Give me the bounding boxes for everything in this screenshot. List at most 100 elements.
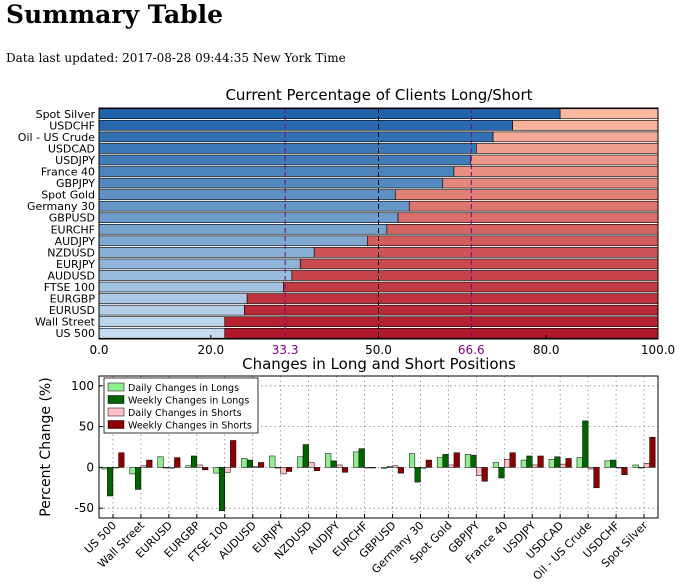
category-label: USDJPY bbox=[55, 154, 95, 167]
bar-weekly-changes-in-longs-gbpusd bbox=[386, 466, 393, 468]
bar-weekly-changes-in-shorts-wall-street bbox=[146, 459, 153, 468]
short-bar-gbpjpy bbox=[442, 177, 659, 189]
bar-daily-changes-in-longs-eurjpy bbox=[269, 455, 276, 468]
x-tick-label: 50.0 bbox=[365, 343, 392, 357]
category-label: Wall Street bbox=[35, 316, 96, 329]
legend-label: Weekly Changes in Shorts bbox=[128, 421, 252, 432]
legend-label: Daily Changes in Shorts bbox=[128, 408, 242, 419]
category-label: EURCHF bbox=[51, 223, 95, 236]
short-bar-audusd bbox=[291, 270, 659, 281]
bar-weekly-changes-in-longs-usdjpy bbox=[526, 455, 533, 468]
bar-daily-changes-in-shorts-gbpjpy bbox=[476, 467, 483, 476]
bar-daily-changes-in-shorts-eurusd bbox=[168, 467, 175, 469]
bar-daily-changes-in-shorts-audjpy bbox=[336, 464, 343, 468]
bar-daily-changes-in-longs-eurgbp bbox=[185, 465, 192, 468]
bar-daily-changes-in-shorts-audusd bbox=[252, 466, 259, 468]
bar-daily-changes-in-shorts-spot-silver bbox=[643, 463, 650, 468]
bar-weekly-changes-in-longs-eurusd bbox=[163, 467, 170, 469]
short-bar-us-500 bbox=[224, 327, 659, 339]
bar-daily-changes-in-longs-gbpjpy bbox=[464, 454, 471, 468]
category-label: Spot Gold bbox=[41, 189, 95, 202]
long-bar-audusd bbox=[98, 270, 293, 281]
bar-daily-changes-in-longs-wall-street bbox=[129, 467, 136, 475]
long-bar-gbpusd bbox=[98, 212, 399, 223]
short-bar-germany-30 bbox=[408, 200, 659, 212]
bar-daily-changes-in-shorts-eurgbp bbox=[196, 464, 203, 468]
bar-daily-changes-in-shorts-usdcad bbox=[559, 463, 567, 468]
reference-line-label: 33.3 bbox=[272, 343, 299, 357]
long-bar-wall-street bbox=[98, 316, 226, 327]
long-bar-france-40 bbox=[98, 166, 455, 177]
long-bar-nzdusd bbox=[98, 247, 315, 258]
bar-daily-changes-in-shorts-nzdusd bbox=[308, 462, 315, 468]
bar-daily-changes-in-longs-oil-us-crude bbox=[576, 457, 583, 468]
bar-weekly-changes-in-shorts-usdjpy bbox=[537, 455, 544, 468]
bar-daily-changes-in-longs-usdjpy bbox=[520, 459, 527, 468]
short-bar-usdchf bbox=[512, 120, 659, 131]
short-bar-spot-silver bbox=[559, 108, 659, 120]
category-label: AUDJPY bbox=[55, 235, 96, 248]
bar-weekly-changes-in-longs-gbpjpy bbox=[470, 454, 477, 468]
bar-weekly-changes-in-shorts-usdcad bbox=[565, 458, 572, 468]
bar-daily-changes-in-longs-france-40 bbox=[492, 462, 499, 468]
y-tick-label: 100 bbox=[71, 379, 94, 393]
long-bar-spot-gold bbox=[98, 189, 396, 200]
x-tick-label: 80.0 bbox=[533, 343, 560, 357]
short-bar-eurjpy bbox=[299, 258, 659, 270]
bar-weekly-changes-in-shorts-spot-gold bbox=[453, 452, 460, 468]
long-bar-eurusd bbox=[98, 304, 245, 316]
last-updated-text: Data last updated: 2017-08-28 09:44:35 N… bbox=[6, 51, 346, 65]
bar-weekly-changes-in-longs-audusd bbox=[246, 459, 253, 468]
long-bar-audjpy bbox=[98, 235, 368, 247]
bar-weekly-changes-in-shorts-us-500 bbox=[118, 452, 125, 468]
short-bar-ftse-100 bbox=[283, 281, 659, 293]
bar-daily-changes-in-longs-nzdusd bbox=[297, 456, 304, 468]
changes-chart-title: Changes in Long and Short Positions bbox=[242, 355, 516, 373]
bar-weekly-changes-in-shorts-gbpusd bbox=[397, 467, 404, 474]
bar-daily-changes-in-shorts-gbpusd bbox=[392, 465, 399, 468]
bar-weekly-changes-in-shorts-oil-us-crude bbox=[593, 467, 600, 489]
short-bar-eurusd bbox=[244, 304, 659, 316]
bar-daily-changes-in-shorts-usdjpy bbox=[531, 464, 539, 468]
y-tick-label: 0 bbox=[86, 460, 94, 474]
long-bar-oil-us-crude bbox=[98, 131, 494, 143]
bar-daily-changes-in-longs-germany-30 bbox=[408, 453, 416, 468]
category-label: Oil - US Crude bbox=[18, 131, 95, 144]
category-label: US 500 bbox=[55, 327, 95, 340]
long-bar-eurjpy bbox=[98, 258, 301, 270]
percentage-chart: Current Percentage of Clients Long/Short… bbox=[18, 86, 675, 357]
reference-line-label: 66.6 bbox=[458, 343, 485, 357]
short-bar-france-40 bbox=[453, 166, 659, 177]
short-bar-spot-gold bbox=[394, 189, 659, 200]
category-label: GBPUSD bbox=[49, 212, 95, 225]
category-label: France 40 bbox=[41, 166, 95, 179]
bar-weekly-changes-in-shorts-usdchf bbox=[621, 467, 628, 475]
long-bar-us-500 bbox=[98, 327, 226, 339]
bar-daily-changes-in-shorts-eurchf bbox=[364, 467, 371, 469]
bar-weekly-changes-in-longs-usdcad bbox=[554, 456, 561, 468]
bar-daily-changes-in-shorts-wall-street bbox=[140, 465, 147, 468]
bar-weekly-changes-in-longs-spot-silver bbox=[638, 467, 645, 469]
percentage-chart-title: Current Percentage of Clients Long/Short bbox=[225, 86, 532, 104]
bar-daily-changes-in-shorts-eurjpy bbox=[280, 467, 287, 475]
bar-weekly-changes-in-shorts-france-40 bbox=[509, 452, 516, 468]
bar-weekly-changes-in-longs-usdchf bbox=[610, 459, 617, 468]
category-label: GBPJPY bbox=[56, 177, 95, 190]
bar-weekly-changes-in-longs-nzdusd bbox=[302, 444, 309, 468]
legend-swatch bbox=[107, 395, 125, 404]
x-tick-label: 100.0 bbox=[641, 343, 675, 357]
long-bar-usdcad bbox=[98, 143, 477, 154]
bar-weekly-changes-in-shorts-eurjpy bbox=[286, 467, 293, 472]
legend-swatch bbox=[107, 420, 125, 429]
legend-swatch bbox=[107, 407, 125, 417]
bar-daily-changes-in-longs-spot-silver bbox=[632, 464, 639, 468]
category-label: USDCHF bbox=[49, 119, 95, 132]
short-bar-oil-us-crude bbox=[492, 131, 659, 143]
long-bar-eurchf bbox=[98, 224, 388, 235]
category-label: EURJPY bbox=[56, 258, 95, 271]
category-label: Spot Silver bbox=[36, 108, 96, 121]
bar-weekly-changes-in-longs-audjpy bbox=[330, 460, 337, 468]
category-label: FTSE 100 bbox=[44, 281, 95, 294]
bar-weekly-changes-in-shorts-nzdusd bbox=[313, 467, 321, 471]
